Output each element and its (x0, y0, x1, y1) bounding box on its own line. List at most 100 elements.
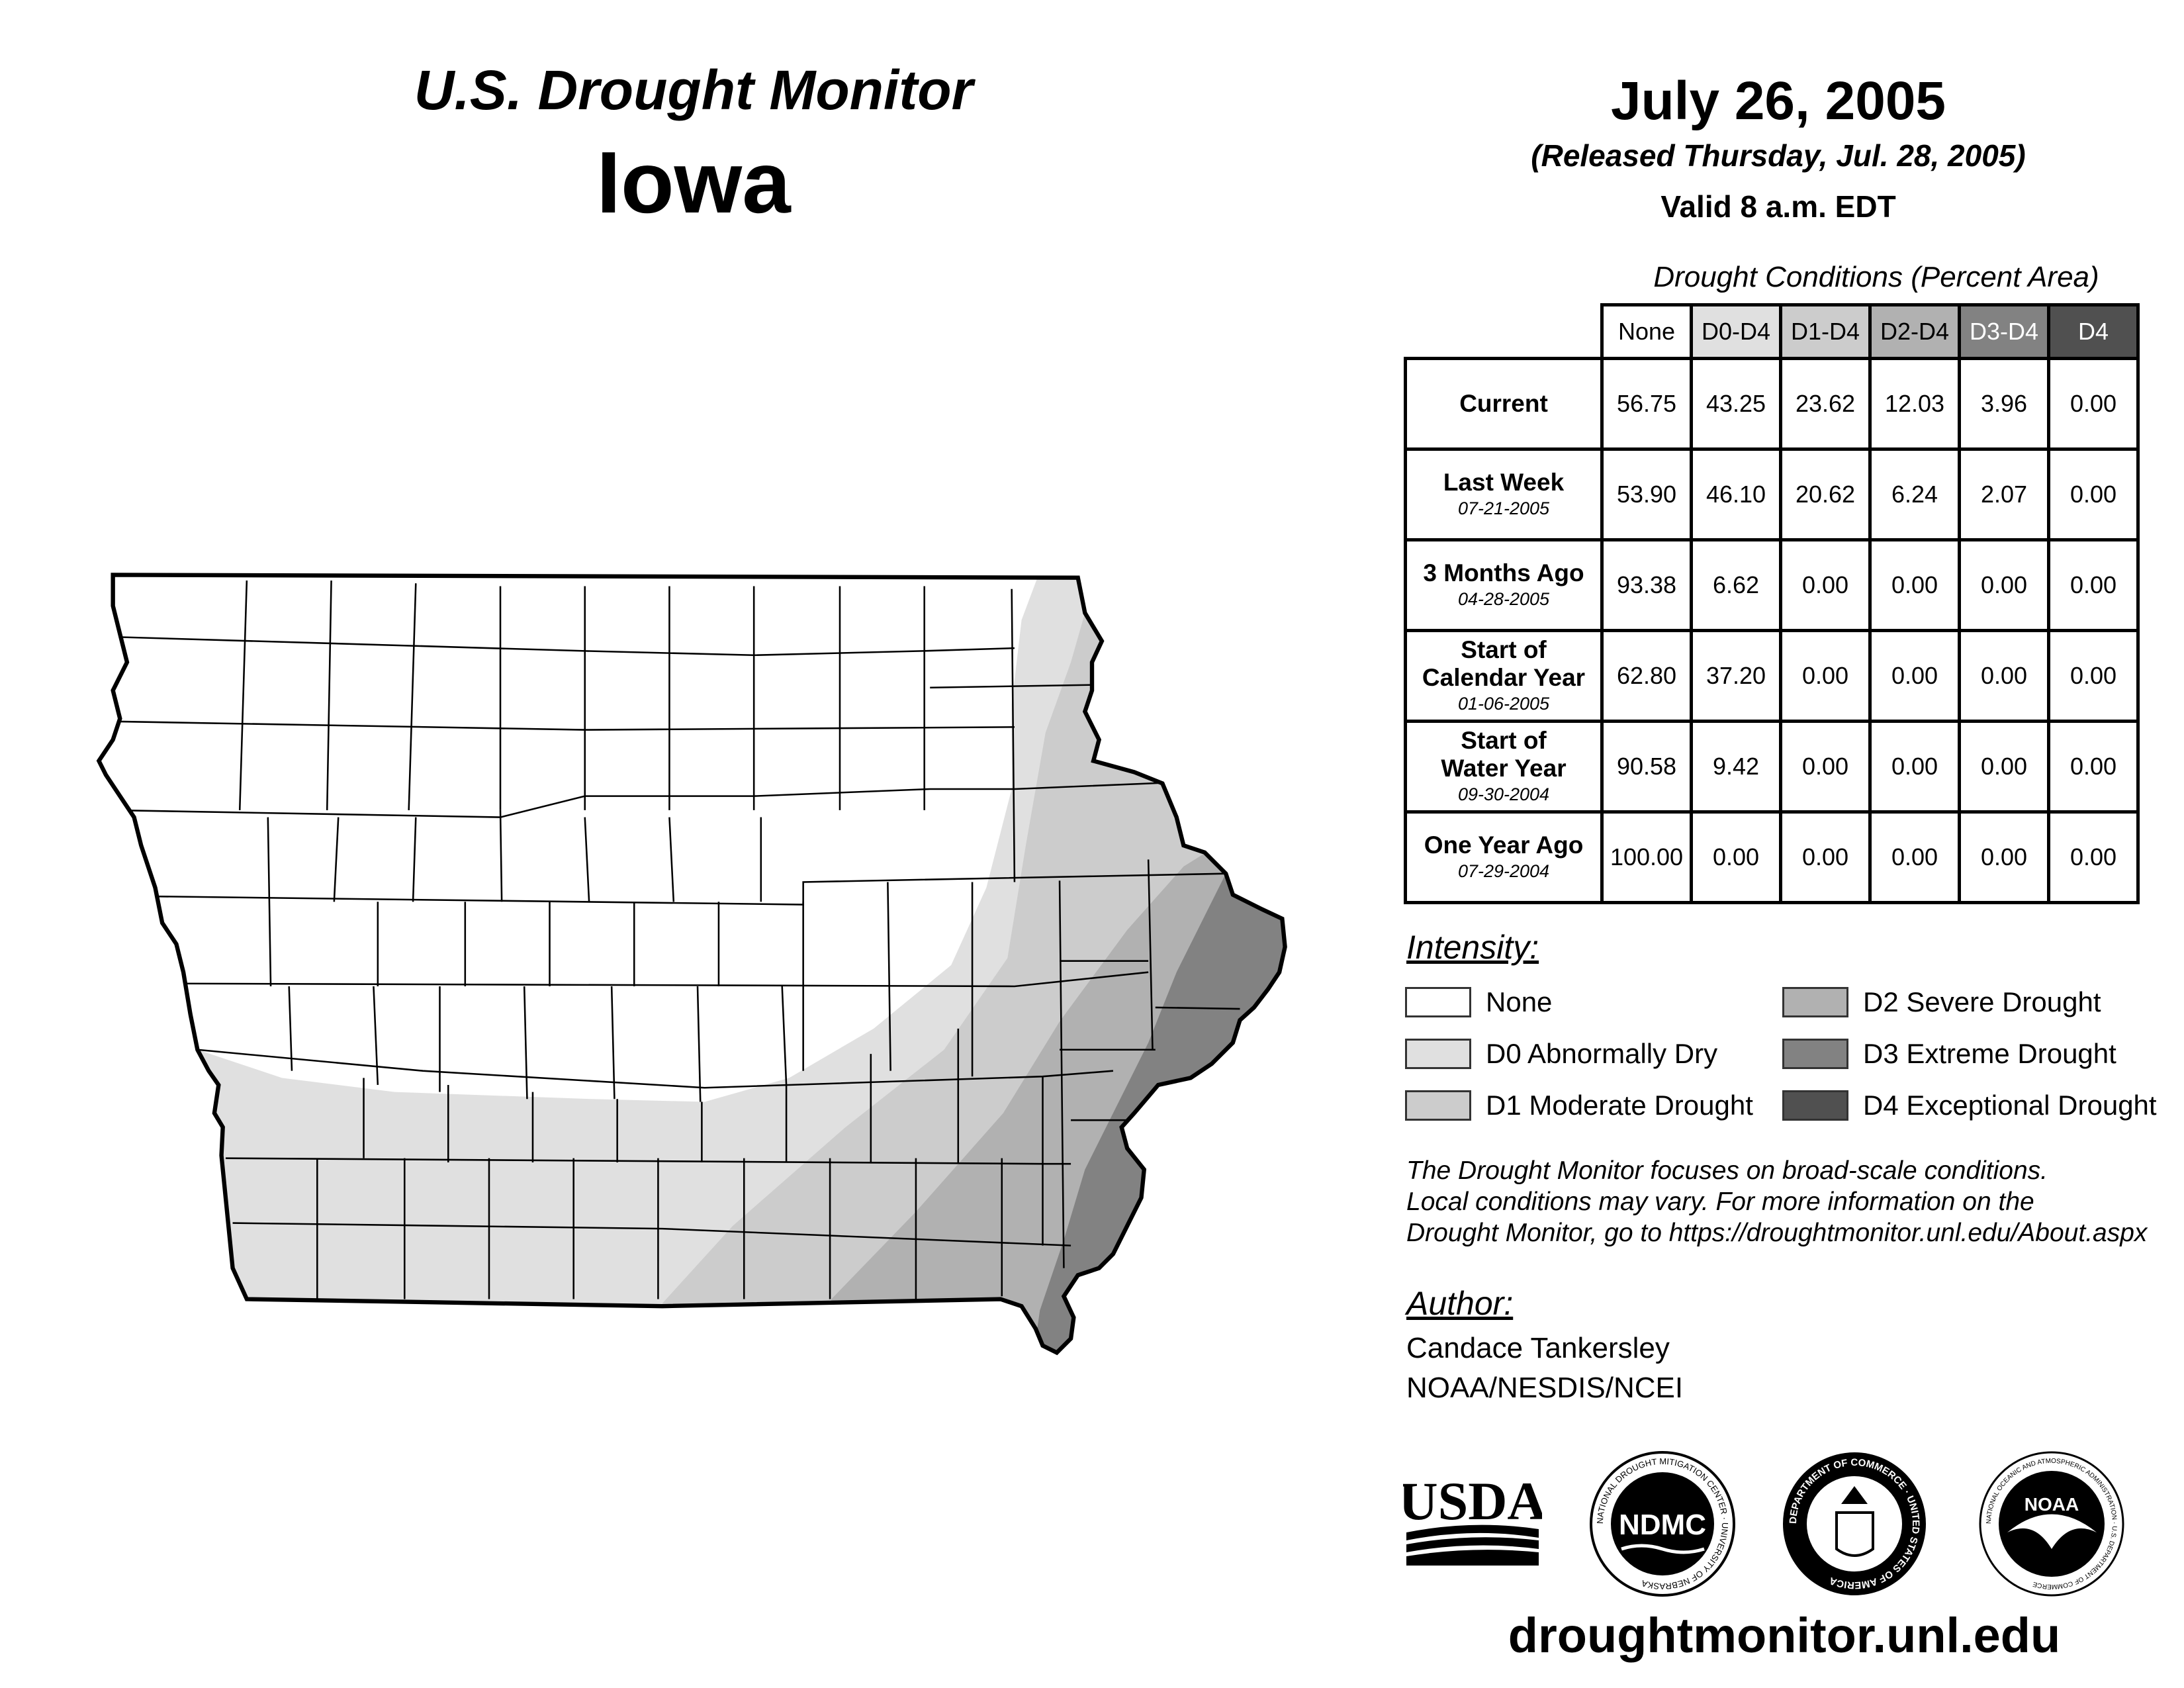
row-date: 07-29-2004 (1457, 861, 1550, 881)
table-cell: 0.00 (2047, 629, 2140, 723)
county-lines (113, 580, 1240, 1299)
table-cell: 93.38 (1600, 538, 1693, 632)
table-corner (1405, 305, 1602, 360)
row-label-text: 3 Months Ago (1423, 559, 1584, 586)
column-header: D0-D4 (1690, 303, 1782, 360)
row-date: 04-28-2005 (1457, 589, 1550, 609)
table-cell: 0.00 (1958, 720, 2050, 814)
legend-swatch (1405, 1090, 1471, 1121)
row-label-text: Last Week (1443, 469, 1565, 496)
table-cell: 37.20 (1690, 629, 1782, 723)
state-name: Iowa (596, 134, 791, 231)
row-label-text: Water Year (1441, 755, 1567, 782)
table-cell: 0.00 (1779, 629, 1872, 723)
website-link[interactable]: droughtmonitor.unl.edu (1508, 1608, 2061, 1663)
table-cell: 90.58 (1600, 720, 1693, 814)
table-cell: 56.75 (1600, 357, 1693, 451)
note-line: Drought Monitor, go to https://droughtmo… (1406, 1219, 2148, 1247)
table-cell: 0.00 (1958, 629, 2050, 723)
legend-item: D1 Moderate Drought (1405, 1090, 1753, 1121)
column-header: D2-D4 (1868, 303, 1961, 360)
table-cell: 0.00 (2047, 447, 2140, 541)
row-label-text: Start of (1461, 727, 1547, 754)
legend-swatch (1782, 1090, 1848, 1121)
map-date: July 26, 2005 (1610, 71, 1946, 131)
table-cell: 62.80 (1600, 629, 1693, 723)
usda-logo: USDA (1403, 1471, 1542, 1566)
table-cell: 20.62 (1779, 447, 1872, 541)
valid-time: Valid 8 a.m. EDT (1661, 189, 1896, 224)
table-row: One Year Ago 07-29-2004 100.00 0.00 0.00 0.00… (1404, 810, 2140, 904)
table-caption: Drought Conditions (Percent Area) (1653, 261, 2099, 293)
legend-item: D4 Exceptional Drought (1782, 1090, 2157, 1121)
table-cell: 3.96 (1958, 357, 2050, 451)
row-label: One Year Ago 07-29-2004 (1404, 810, 1604, 904)
table-cell: 0.00 (1868, 538, 1961, 632)
table-cell: 9.42 (1690, 720, 1782, 814)
ndmc-logo: NDMC NATIONAL DROUGHT MITIGATION CENTER … (1590, 1451, 1735, 1597)
column-header: D3-D4 (1958, 303, 2050, 360)
noaa-logo: NOAA NATIONAL OCEANIC AND ATMOSPHERIC AD… (1979, 1451, 2124, 1597)
table-cell: 100.00 (1600, 810, 1693, 904)
table-cell: 0.00 (1779, 720, 1872, 814)
table-cell: 0.00 (1779, 538, 1872, 632)
table-row: Current 56.75 43.25 23.62 12.03 3.96 0.00 (1404, 357, 2140, 451)
table-cell: 23.62 (1779, 357, 1872, 451)
table-row: Last Week 07-21-2005 53.90 46.10 20.62 6.24 2.… (1404, 447, 2140, 541)
row-date: 07-21-2005 (1457, 498, 1550, 518)
legend-label: D1 Moderate Drought (1486, 1090, 1753, 1121)
table-cell: 0.00 (1868, 810, 1961, 904)
page-title: U.S. Drought Monitor (414, 59, 974, 121)
legend-swatch (1405, 1039, 1471, 1069)
drought-conditions-table: None D0-D4 D1-D4 D2-D4 D3-D4 D4 Current 56.75 4… (1404, 303, 2140, 904)
legend-item: None (1405, 986, 1552, 1018)
table-cell: 0.00 (1958, 538, 2050, 632)
table-cell: 0.00 (1779, 810, 1872, 904)
column-header: D1-D4 (1779, 303, 1872, 360)
row-date: 01-06-2005 (1457, 694, 1550, 714)
table-cell: 0.00 (1690, 810, 1782, 904)
legend-swatch (1782, 1039, 1848, 1069)
row-label: Start of Calendar Year 01-06-2005 (1404, 629, 1604, 723)
table-row: Start of Water Year 09-30-2004 90.58 9.42 0.0… (1404, 720, 2140, 814)
legend-label: None (1486, 986, 1553, 1017)
table-cell: 46.10 (1690, 447, 1782, 541)
commerce-seal: DEPARTMENT OF COMMERCE · UNITED STATES O… (1783, 1452, 1926, 1595)
release-date: (Released Thursday, Jul. 28, 2005) (1531, 138, 2026, 173)
row-date: 09-30-2004 (1457, 784, 1550, 804)
table-cell: 0.00 (1868, 629, 1961, 723)
legend-label: D0 Abnormally Dry (1486, 1038, 1718, 1069)
table-cell: 6.24 (1868, 447, 1961, 541)
row-label-text: Current (1459, 390, 1548, 417)
table-cell: 6.62 (1690, 538, 1782, 632)
table-cell: 0.00 (2047, 810, 2140, 904)
noaa-logo-text: NOAA (2025, 1494, 2079, 1515)
table-cell: 43.25 (1690, 357, 1782, 451)
disclaimer-note: The Drought Monitor focuses on broad-sca… (1406, 1155, 2147, 1248)
legend-title: Intensity: (1406, 929, 1539, 966)
row-label-text: One Year Ago (1424, 831, 1584, 859)
table-cell: 0.00 (2047, 538, 2140, 632)
table-row: 3 Months Ago 04-28-2005 93.38 6.62 0.00 0.00 0… (1404, 538, 2140, 632)
table-cell: 0.00 (1958, 810, 2050, 904)
row-label: Current (1404, 357, 1604, 451)
legend-label: D3 Extreme Drought (1863, 1038, 2116, 1069)
legend-swatch (1782, 987, 1848, 1017)
author-name: Candace Tankersley (1406, 1332, 1670, 1364)
table-cell: 53.90 (1600, 447, 1693, 541)
row-label: Start of Water Year 09-30-2004 (1404, 720, 1604, 814)
author-org: NOAA/NESDIS/NCEI (1406, 1372, 1684, 1404)
legend-item: D2 Severe Drought (1782, 986, 2101, 1018)
row-label-text: Start of (1461, 636, 1547, 663)
legend-item: D0 Abnormally Dry (1405, 1038, 1717, 1070)
table-cell: 0.00 (1868, 720, 1961, 814)
table-cell: 0.00 (2047, 357, 2140, 451)
row-label: 3 Months Ago 04-28-2005 (1404, 538, 1604, 632)
table-cell: 0.00 (2047, 720, 2140, 814)
table-cell: 2.07 (1958, 447, 2050, 541)
legend-label: D4 Exceptional Drought (1863, 1090, 2157, 1121)
column-header: D4 (2047, 303, 2140, 360)
table-row: Start of Calendar Year 01-06-2005 62.80 37.2… (1404, 629, 2140, 723)
usda-logo-text: USDA (1403, 1471, 1542, 1531)
